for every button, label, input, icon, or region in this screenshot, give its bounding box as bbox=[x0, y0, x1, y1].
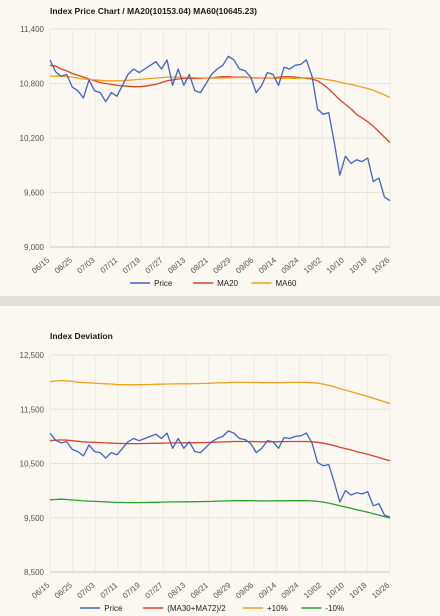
x-tick-label: 06/15 bbox=[30, 255, 52, 275]
x-tick-label: 08/13 bbox=[166, 255, 188, 275]
x-tick-label: 07/19 bbox=[121, 580, 143, 600]
x-tick-label: 07/27 bbox=[143, 580, 165, 600]
price-chart-panel: Index Price Chart / MA20(10153.04) MA60(… bbox=[0, 0, 440, 296]
y-tick-label: 10,500 bbox=[20, 460, 45, 469]
deviation-chart: Index Deviation 8,500 9,500 10,500 11,500 12… bbox=[20, 331, 392, 613]
x-tick-label: 10/10 bbox=[325, 255, 347, 275]
y-tick-label: 9,500 bbox=[24, 514, 45, 523]
series-line-ma60 bbox=[50, 75, 391, 99]
x-tick-label: 07/27 bbox=[143, 255, 165, 275]
legend-label: Price bbox=[104, 604, 123, 613]
legend-label: -10% bbox=[325, 604, 344, 613]
x-tick-label: 07/03 bbox=[75, 580, 97, 600]
deviation-chart-panel: Index Deviation 8,500 9,500 10,500 11,500 12… bbox=[0, 306, 440, 616]
x-tick-label: 06/25 bbox=[53, 255, 75, 275]
legend-label: Price bbox=[154, 279, 173, 288]
series-line-10 bbox=[49, 498, 391, 519]
legend-label: MA60 bbox=[276, 279, 297, 288]
x-tick-label: 10/18 bbox=[347, 580, 369, 600]
legend-label: MA20 bbox=[217, 279, 238, 288]
x-tick-label: 07/11 bbox=[99, 255, 120, 275]
x-tick-label: 07/11 bbox=[99, 580, 120, 600]
x-tick-label: 10/10 bbox=[325, 580, 347, 600]
x-tick-label: 08/21 bbox=[189, 580, 211, 600]
series-line-ma20 bbox=[49, 64, 391, 143]
y-tick-label: 11,400 bbox=[20, 25, 44, 34]
x-tick-label: 07/03 bbox=[75, 255, 97, 275]
x-tick-label: 09/24 bbox=[279, 580, 301, 600]
deviation-chart-title: Index Deviation bbox=[50, 331, 113, 341]
y-tick-label: 12,500 bbox=[20, 351, 45, 360]
series-line-10 bbox=[49, 379, 391, 405]
x-tick-label: 09/14 bbox=[257, 580, 279, 600]
price-chart-title: Index Price Chart / MA20(10153.04) MA60(… bbox=[50, 6, 257, 16]
x-tick-label: 09/14 bbox=[257, 255, 279, 275]
x-tick-label: 10/02 bbox=[302, 580, 324, 600]
x-tick-label: 08/29 bbox=[211, 580, 233, 600]
x-tick-label: 09/06 bbox=[234, 255, 256, 275]
x-tick-label: 08/13 bbox=[166, 580, 188, 600]
y-tick-label: 9,600 bbox=[24, 189, 45, 198]
x-tick-label: 06/25 bbox=[53, 580, 75, 600]
y-tick-label: 9,000 bbox=[24, 243, 45, 252]
x-tick-label: 10/26 bbox=[370, 255, 392, 275]
price-chart: Index Price Chart / MA20(10153.04) MA60(… bbox=[20, 6, 392, 288]
y-tick-label: 10,200 bbox=[20, 134, 45, 143]
x-tick-label: 09/24 bbox=[279, 255, 301, 275]
x-tick-label: 06/15 bbox=[30, 580, 52, 600]
x-tick-label: 07/19 bbox=[121, 255, 143, 275]
x-tick-label: 08/21 bbox=[189, 255, 211, 275]
series-line-price bbox=[49, 55, 391, 202]
x-tick-label: 10/26 bbox=[370, 580, 392, 600]
y-tick-label: 8,500 bbox=[24, 568, 45, 577]
legend-label: (MA30+MA72)/2 bbox=[167, 604, 226, 613]
x-tick-label: 10/02 bbox=[302, 255, 324, 275]
y-tick-label: 10,800 bbox=[20, 80, 45, 89]
series-line-ma30-ma72-2 bbox=[49, 439, 391, 462]
series-line-price bbox=[49, 430, 391, 518]
legend-label: +10% bbox=[267, 604, 288, 613]
x-tick-label: 09/06 bbox=[234, 580, 256, 600]
chart-separator bbox=[0, 296, 440, 306]
x-tick-label: 08/29 bbox=[211, 255, 233, 275]
y-tick-label: 11,500 bbox=[20, 405, 44, 414]
x-tick-label: 10/18 bbox=[347, 255, 369, 275]
